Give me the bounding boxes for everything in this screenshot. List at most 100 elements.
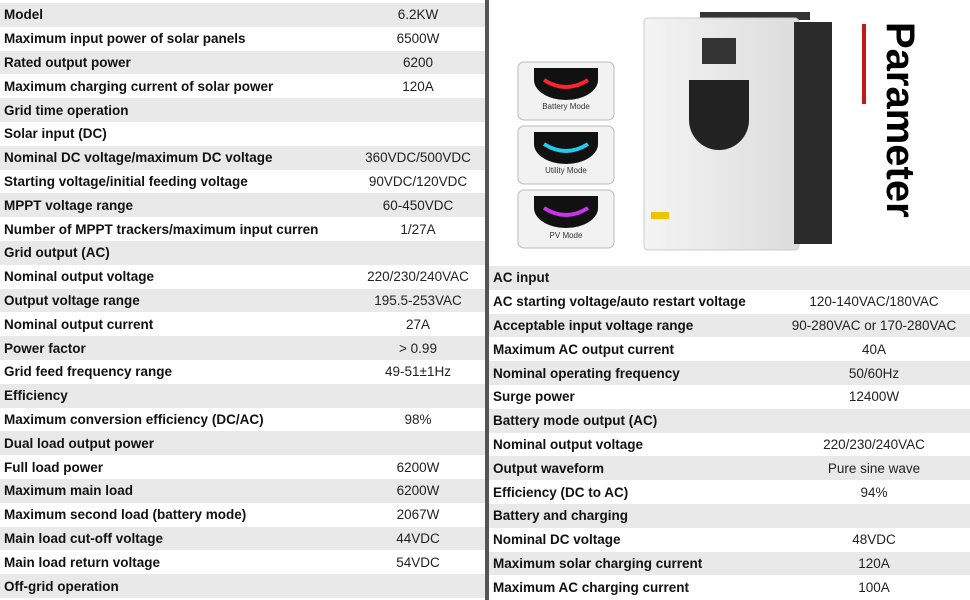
row-label: Off-grid operation	[4, 578, 119, 594]
mode-label: Utility Mode	[545, 166, 587, 175]
row-label: Nominal DC voltage	[493, 532, 621, 548]
table-row: Maximum AC output current 40A	[489, 337, 970, 361]
mode-label: PV Mode	[550, 231, 583, 240]
table-row: Efficiency (DC to AC) 94%	[489, 480, 970, 504]
row-value: 6.2KW	[397, 7, 439, 23]
table-row: Efficiency	[0, 383, 485, 408]
mode-label: Battery Mode	[542, 102, 590, 111]
row-label: Efficiency	[4, 388, 68, 404]
table-row: Solar input (DC)	[0, 122, 485, 146]
row-label: AC input	[493, 270, 550, 286]
row-label: Battery and charging	[493, 508, 629, 524]
row-label: Maximum charging current of solar power	[4, 78, 274, 94]
row-label: Maximum input power of solar panels	[4, 31, 246, 47]
table-row: Power factor > 0.99	[0, 336, 485, 360]
row-label: Model	[4, 7, 43, 23]
accent-bar	[862, 24, 866, 104]
row-value: 1/27A	[400, 221, 436, 237]
table-row: Model 6.2KW	[0, 3, 485, 27]
table-row: Nominal DC voltage 48VDC	[489, 528, 970, 552]
row-value: 220/230/240VAC	[367, 269, 469, 285]
table-row: Battery and charging	[489, 504, 970, 528]
warning-label	[651, 212, 669, 219]
table-row: Maximum AC charging current 100A	[489, 575, 970, 599]
table-row: Maximum solar charging current 120A	[489, 551, 970, 576]
table-row: Maximum conversion efficiency (DC/AC) 98%	[0, 408, 485, 432]
divider	[485, 0, 489, 600]
row-value: 6200W	[396, 483, 440, 499]
row-label: Maximum conversion efficiency (DC/AC)	[4, 411, 264, 427]
row-value: 12400W	[848, 389, 900, 405]
row-value: 6200	[402, 54, 434, 70]
row-value: 94%	[860, 484, 888, 500]
row-value: 27A	[405, 316, 431, 332]
row-label: Acceptable input voltage range	[493, 317, 694, 333]
table-row: Battery mode output (AC)	[489, 408, 970, 433]
row-value: 44VDC	[396, 530, 440, 546]
table-row: Starting voltage/initial feeding voltage…	[0, 170, 485, 194]
row-label: Solar input (DC)	[4, 126, 107, 142]
row-label: Efficiency (DC to AC)	[493, 484, 629, 500]
row-value: 120A	[402, 78, 434, 94]
row-label: Output voltage range	[4, 292, 140, 308]
table-row: Rated output power 6200	[0, 50, 485, 75]
table-row: Surge power 12400W	[489, 385, 970, 409]
row-label: Starting voltage/initial feeding voltage	[4, 173, 248, 189]
row-value: 48VDC	[852, 532, 896, 548]
row-label: Full load power	[4, 459, 104, 475]
row-label: Dual load output power	[4, 435, 154, 451]
row-label: Nominal output voltage	[4, 269, 154, 285]
heading: Parameter	[878, 22, 922, 218]
row-label: Surge power	[493, 389, 575, 405]
row-label: Nominal DC voltage/maximum DC voltage	[4, 150, 273, 166]
mode-cards	[517, 61, 615, 249]
table-row: Acceptable input voltage range 90-280VAC …	[489, 313, 970, 338]
row-value: 195.5-253VAC	[374, 292, 462, 308]
row-label: Nominal output current	[4, 316, 154, 332]
row-label: Nominal operating frequency	[493, 365, 680, 381]
table-row: Full load power 6200W	[0, 455, 485, 479]
row-value: 90-280VAC or 170-280VAC	[791, 317, 957, 333]
row-value: 2067W	[396, 507, 440, 523]
row-label: Grid output (AC)	[4, 245, 110, 261]
table-row: AC starting voltage/auto restart voltage…	[489, 290, 970, 314]
table-row: Grid time operation	[0, 98, 485, 122]
row-value: 6200W	[396, 459, 440, 475]
table-row: Nominal output current 27A	[0, 312, 485, 336]
row-label: Main load return voltage	[4, 554, 161, 570]
row-label: Number of MPPT trackers/maximum input cu…	[4, 221, 319, 237]
table-row: Nominal DC voltage/maximum DC voltage 360…	[0, 145, 485, 170]
row-label: Maximum solar charging current	[493, 555, 703, 571]
row-label: Power factor	[4, 340, 86, 356]
table-row: Main load cut-off voltage 44VDC	[0, 526, 485, 551]
row-value: 90VDC/120VDC	[368, 173, 468, 189]
table-row: MPPT voltage range 60-450VDC	[0, 193, 485, 218]
row-value: 50/60Hz	[848, 365, 900, 381]
row-label: Maximum AC charging current	[493, 579, 690, 595]
row-value: 360VDC/500VDC	[365, 150, 471, 166]
row-value: 220/230/240VAC	[823, 436, 925, 452]
table-row: Maximum main load 6200W	[0, 479, 485, 503]
inverter-side	[794, 22, 832, 244]
table-row: Output voltage range 195.5-253VAC	[0, 288, 485, 313]
row-label: Nominal output voltage	[493, 436, 643, 452]
table-row: Grid output (AC)	[0, 241, 485, 265]
table-row: Maximum charging current of solar power 1…	[0, 74, 485, 98]
table-row: Off-grid operation	[0, 574, 485, 598]
row-value: > 0.99	[399, 340, 437, 356]
row-value: 98%	[404, 411, 432, 427]
table-row: Maximum input power of solar panels 6500W	[0, 27, 485, 51]
table-row: Main load return voltage 54VDC	[0, 550, 485, 574]
row-label: Battery mode output (AC)	[493, 413, 658, 429]
panel	[689, 80, 749, 150]
table-row: Grid feed frequency range 49-51±1Hz	[0, 360, 485, 384]
table-row: Nominal operating frequency 50/60Hz	[489, 361, 970, 385]
row-label: Maximum AC output current	[493, 341, 675, 357]
table-row: Nominal output voltage 220/230/240VAC	[489, 433, 970, 457]
row-value: 60-450VDC	[382, 197, 454, 213]
row-value: Pure sine wave	[827, 460, 921, 476]
row-label: AC starting voltage/auto restart voltage	[493, 294, 746, 310]
table-row: Dual load output power	[0, 431, 485, 456]
row-label: Grid time operation	[4, 102, 129, 118]
